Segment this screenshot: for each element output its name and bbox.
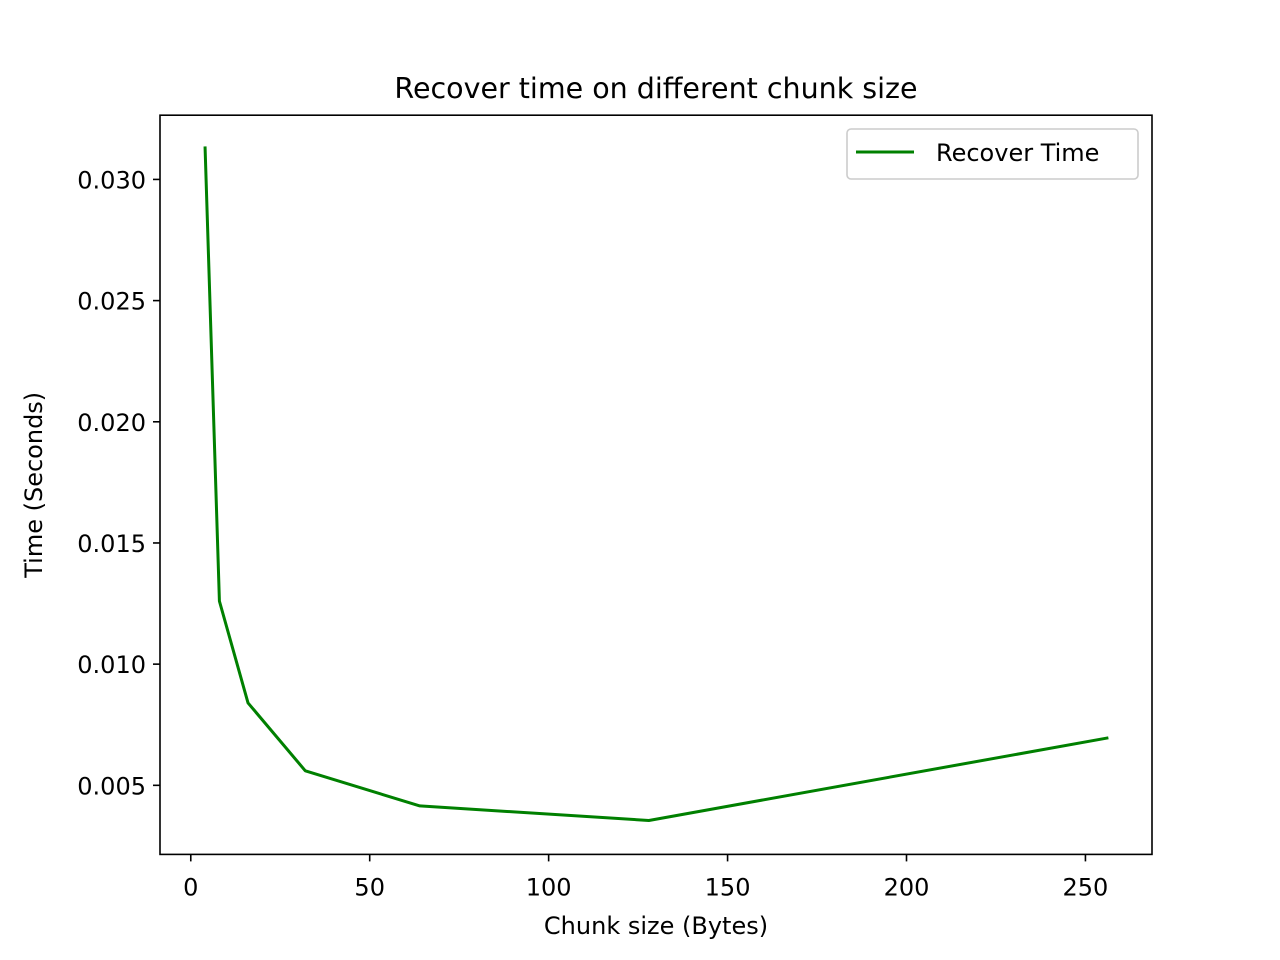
x-tick-label: 0	[183, 873, 198, 901]
y-tick-label: 0.010	[77, 651, 146, 679]
y-tick-label: 0.030	[77, 166, 146, 194]
plot-frame	[159, 114, 1153, 856]
x-tick-label: 50	[354, 873, 385, 901]
y-axis-ticks: 0.005 0.010 0.015 0.020 0.025 0.030	[77, 166, 160, 800]
x-tick-label: 100	[526, 873, 572, 901]
series-line-recover-time	[203, 146, 1109, 822]
legend: Recover Time	[846, 128, 1139, 180]
x-tick-label: 250	[1063, 873, 1109, 901]
x-axis-label: Chunk size (Bytes)	[544, 912, 768, 940]
x-axis-ticks: 0 50 100 150 200 250	[183, 854, 1108, 901]
legend-box	[846, 128, 1139, 180]
y-axis-label: Time (Seconds)	[20, 392, 48, 579]
x-tick-label: 150	[705, 873, 751, 901]
y-tick-label: 0.020	[77, 409, 146, 437]
chart-title: Recover time on different chunk size	[394, 72, 917, 105]
legend-label: Recover Time	[936, 139, 1099, 167]
y-tick-label: 0.015	[77, 530, 146, 558]
x-tick-label: 200	[884, 873, 930, 901]
y-tick-label: 0.025	[77, 288, 146, 316]
y-tick-label: 0.005	[77, 772, 146, 800]
plot-series	[203, 146, 1109, 822]
